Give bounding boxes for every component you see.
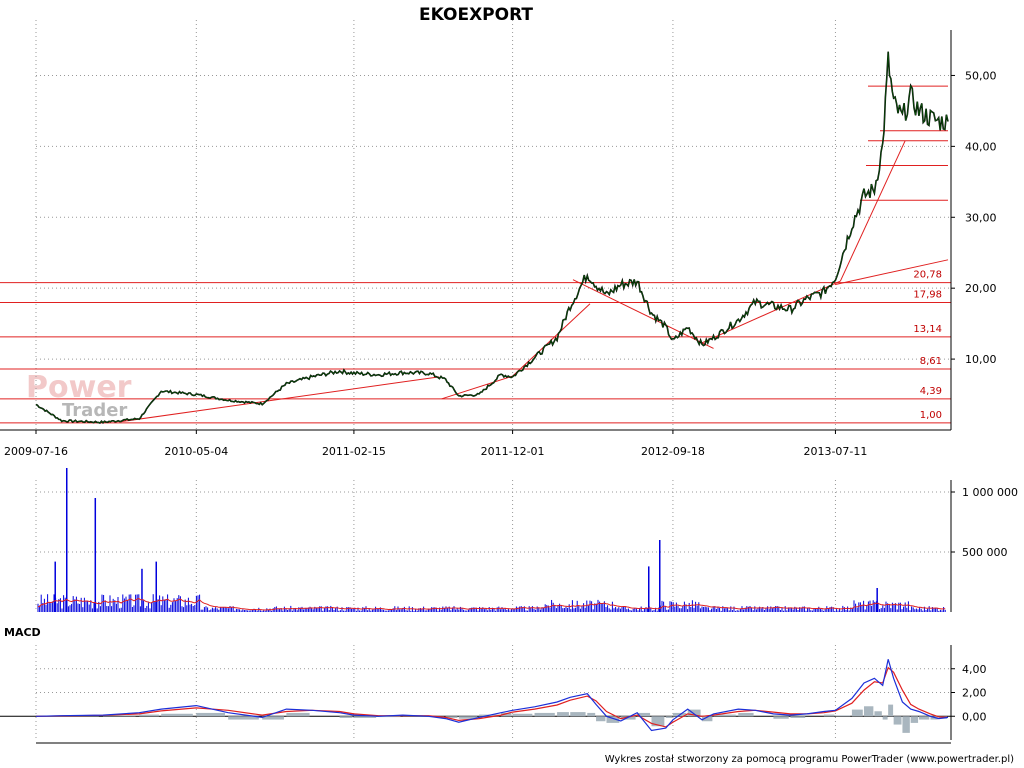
macd-histogram-bar: [637, 712, 651, 717]
macd-histogram-bar: [512, 713, 533, 717]
macd-histogram-bar: [286, 712, 310, 717]
macd-histogram-bar: [738, 712, 754, 717]
macd-histogram-bar: [910, 716, 919, 723]
volume-tick-label: 500 000: [962, 546, 1008, 559]
macd-histogram-bar: [458, 716, 478, 719]
macd-histogram-bar: [196, 712, 225, 717]
macd-histogram-bar: [882, 716, 888, 720]
macd-tick-label: 0,00: [962, 710, 987, 723]
chart-title: EKOEXPORT: [419, 5, 533, 25]
macd-histogram-bar: [790, 716, 806, 718]
macd-histogram-bar: [262, 716, 284, 720]
date-tick-label: 2011-12-01: [481, 445, 545, 458]
date-tick-label: 2010-05-04: [164, 445, 228, 458]
macd-histogram-bar: [773, 716, 789, 719]
macd-histogram-bar: [902, 716, 910, 733]
price-tick-label: 10,00: [965, 353, 997, 366]
macd-histogram-bar: [378, 716, 401, 718]
date-tick-label: 2012-09-18: [641, 445, 705, 458]
svg-text:Trader: Trader: [62, 400, 127, 421]
macd-histogram-bar: [874, 711, 882, 717]
macd-histogram-bar: [139, 714, 159, 717]
macd-histogram-bar: [702, 716, 713, 722]
footer-credit: Wykres został stworzony za pomocą progra…: [605, 754, 1014, 765]
price-line: [35, 51, 949, 424]
macd-histogram-bar: [606, 716, 620, 723]
volume-axis: 500 000 1 000 000: [950, 480, 1018, 612]
trendline: [122, 376, 440, 422]
macd-histogram-bar: [557, 712, 569, 717]
date-tick-label: 2013-07-11: [803, 445, 867, 458]
macd-histogram-bar: [570, 712, 586, 717]
level-label: 1,00: [920, 410, 942, 421]
trendline: [441, 375, 513, 400]
date-tick-label: 2011-02-15: [322, 445, 386, 458]
trendlines: [122, 140, 949, 422]
level-label: 17,98: [913, 290, 942, 301]
price-tick-label: 20,00: [965, 282, 997, 295]
price-grid: [35, 20, 951, 430]
macd-tick-label: 2,00: [962, 687, 987, 700]
macd-histogram-bar: [161, 713, 193, 717]
level-label: 20,78: [913, 270, 942, 281]
macd-histogram-bar: [339, 716, 353, 718]
macd-line: [35, 659, 949, 732]
macd-histogram-bar: [863, 706, 874, 717]
macd-histogram-bar: [651, 716, 665, 727]
volume-moving-average: [37, 597, 946, 611]
price-tick-label: 40,00: [965, 140, 997, 153]
macd-histogram-bar: [888, 704, 894, 717]
price-tick-label: 50,00: [965, 69, 997, 82]
volume-grid: [35, 480, 951, 612]
price-tick-label: 30,00: [965, 211, 997, 224]
macd-series: [35, 659, 949, 733]
macd-axis: 0,00 2,00 4,00: [36, 645, 987, 744]
macd-histogram-bar: [851, 709, 863, 717]
level-label: 13,14: [913, 324, 942, 335]
level-label: 4,39: [920, 386, 942, 397]
macd-signal-line: [35, 666, 949, 728]
trendline: [834, 259, 949, 286]
macd-histogram-bar: [918, 716, 930, 720]
macd-histogram-bar: [596, 716, 606, 722]
macd-histogram-bar: [893, 716, 902, 725]
trendline: [572, 279, 714, 349]
price-series: [35, 51, 949, 424]
macd-histogram-bar: [835, 715, 851, 717]
macd-histogram-bar: [713, 714, 736, 717]
macd-histogram-bar: [501, 712, 512, 717]
macd-histogram-bar: [228, 716, 259, 720]
macd-histogram-bar: [353, 716, 377, 718]
price-axis: 10,00 20,00 30,00 40,00 50,00: [950, 30, 997, 430]
volume-series: [37, 468, 946, 612]
macd-histogram-bar: [587, 712, 596, 717]
macd-title: MACD: [4, 626, 41, 639]
macd-tick-label: 4,00: [962, 663, 987, 676]
volume-tick-label: 1 000 000: [962, 486, 1018, 499]
macd-histogram-bar: [445, 716, 458, 718]
trendline: [839, 140, 906, 282]
macd-histogram-bar: [823, 714, 835, 717]
level-label: 8,61: [920, 356, 942, 367]
date-axis: 2009-07-16 2010-05-04 2011-02-15 2011-12-01…: [0, 429, 951, 458]
macd-histogram-bar: [687, 709, 701, 717]
macd-histogram-bar: [665, 716, 673, 718]
macd-histogram-bar: [534, 712, 555, 717]
date-tick-label: 2009-07-16: [4, 445, 68, 458]
